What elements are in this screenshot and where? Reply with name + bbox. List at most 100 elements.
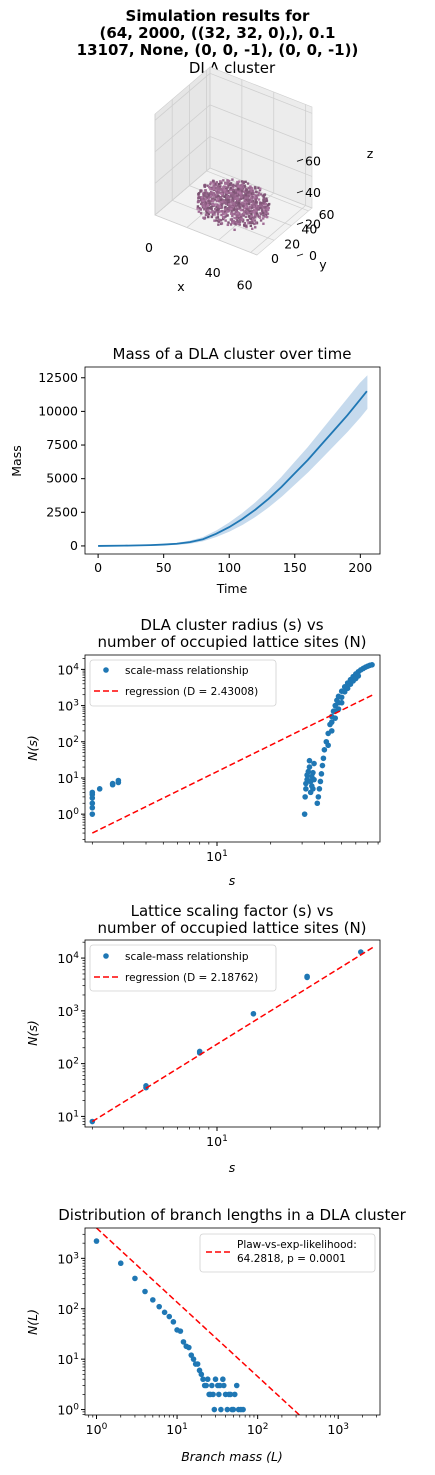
cluster-voxel	[215, 187, 218, 190]
cluster-voxel	[239, 197, 243, 201]
cluster-voxel	[215, 219, 218, 222]
cluster-voxel	[202, 205, 206, 208]
y-tick-label: 103	[57, 699, 79, 714]
cluster-voxel	[239, 185, 242, 189]
chart-title-mass: Mass of a DLA cluster over time	[113, 345, 352, 363]
cluster-voxel	[196, 207, 199, 210]
cluster-voxel	[259, 206, 262, 210]
cluster-voxel	[212, 199, 215, 203]
cluster-voxel	[207, 197, 210, 201]
cluster-voxel	[209, 202, 212, 206]
cluster-voxel	[242, 190, 246, 193]
cluster-voxel	[216, 213, 220, 216]
cluster-voxel	[245, 225, 248, 229]
data-point	[211, 1406, 218, 1413]
cluster-voxel	[229, 187, 232, 190]
cluster-voxel	[209, 200, 212, 203]
cluster-voxel	[216, 190, 219, 194]
cluster-voxel	[245, 205, 248, 209]
cluster-voxel	[247, 221, 250, 225]
cluster-voxel	[224, 208, 227, 211]
cluster-voxel	[249, 189, 253, 193]
cluster-voxel	[233, 196, 236, 199]
cluster-voxel	[211, 203, 214, 206]
cluster-voxel	[250, 192, 253, 195]
cluster-voxel	[206, 210, 209, 214]
cluster-voxel	[213, 211, 216, 214]
cluster-voxel	[250, 220, 254, 224]
cluster-voxel	[223, 190, 227, 194]
cluster-voxel	[244, 202, 247, 205]
data-point	[306, 764, 313, 770]
cluster-voxel	[199, 190, 202, 193]
y-tick-label: 40	[301, 222, 317, 237]
cluster-voxel	[266, 215, 269, 219]
cluster-voxel	[238, 223, 241, 226]
cluster-voxel	[243, 221, 247, 225]
cluster-voxel	[252, 205, 256, 208]
cluster-voxel	[240, 193, 243, 196]
cluster-voxel	[219, 219, 223, 222]
cluster-voxel	[209, 207, 212, 210]
cluster-voxel	[257, 191, 261, 195]
cluster-voxel	[254, 194, 257, 197]
cluster-voxel	[203, 201, 206, 204]
cluster-voxel	[213, 198, 217, 201]
cluster-voxel	[226, 214, 229, 217]
cluster-voxel	[250, 212, 253, 216]
x-axis-label: x	[177, 279, 184, 294]
cluster-voxel	[226, 186, 230, 189]
data-point	[320, 755, 327, 762]
cluster-voxel	[258, 187, 262, 190]
cluster-voxel	[230, 207, 233, 210]
cluster-voxel	[249, 207, 253, 210]
cluster-voxel	[220, 222, 224, 225]
cluster-voxel	[213, 213, 216, 216]
cluster-voxel	[197, 194, 200, 197]
data-point	[190, 1356, 197, 1362]
cluster-voxel	[220, 213, 223, 217]
x-axis-label: s	[229, 1160, 236, 1175]
cluster-voxel	[244, 194, 248, 197]
x-axis-label: Branch mass (L)	[181, 1449, 283, 1464]
cluster-voxel	[204, 201, 208, 204]
legend-scatter-marker	[103, 953, 109, 959]
cluster-voxel	[261, 194, 265, 197]
data-point	[231, 1391, 238, 1398]
cluster-voxel	[220, 209, 224, 213]
cluster-voxel	[223, 188, 226, 192]
cluster-voxel	[219, 196, 222, 199]
cluster-voxel	[248, 205, 252, 208]
data-point	[338, 694, 345, 701]
cluster-voxel	[237, 193, 241, 196]
x-axis-label: s	[229, 873, 236, 888]
data-point	[311, 760, 317, 767]
cluster-voxel	[215, 195, 218, 199]
cluster-voxel	[207, 215, 210, 219]
legend-box	[199, 1233, 376, 1273]
cluster-voxel	[264, 206, 267, 209]
x-tick-label: 103	[327, 1422, 349, 1437]
cluster-voxel	[266, 208, 270, 211]
cluster-voxel	[223, 211, 227, 214]
x-tick-label: 102	[247, 1422, 269, 1437]
cluster-voxel	[202, 204, 205, 207]
data-point	[325, 742, 331, 749]
cluster-voxel	[214, 186, 217, 190]
data-point	[328, 728, 335, 734]
cluster-voxel	[213, 193, 217, 196]
cluster-voxel	[267, 206, 270, 210]
cluster-voxel	[203, 208, 206, 211]
cluster-voxel	[263, 211, 267, 214]
cluster-voxel	[228, 205, 231, 209]
cluster-voxel	[237, 185, 240, 188]
cluster-voxel	[209, 183, 212, 186]
cluster-voxel	[244, 180, 247, 183]
x-tick-label: 150	[283, 560, 307, 575]
data-point	[311, 776, 317, 783]
cluster-voxel	[210, 198, 214, 201]
cluster-voxel	[238, 188, 242, 192]
cluster-voxel	[234, 205, 238, 208]
grid-back-z	[209, 72, 313, 114]
cluster-voxel	[207, 185, 211, 189]
